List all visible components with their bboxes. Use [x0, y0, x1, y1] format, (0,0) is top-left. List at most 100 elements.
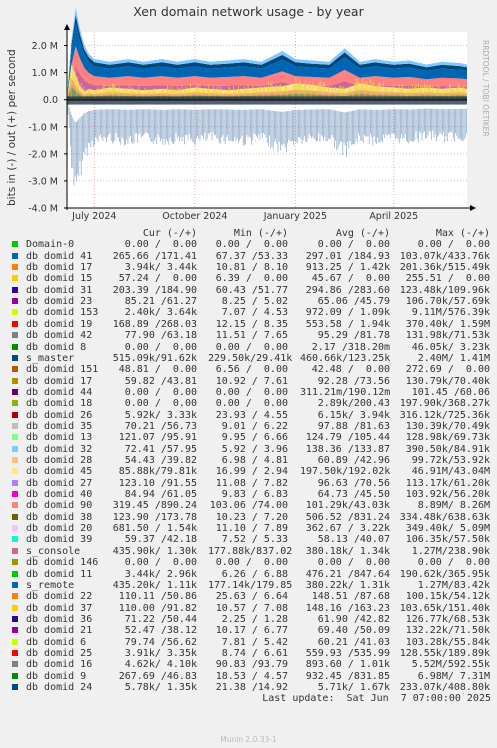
legend-swatch — [12, 309, 18, 316]
legend-row: db domid 17 3.94k/ 3.44k 10.81 / 8.10 913.2… — [8, 262, 494, 273]
legend-value-avg: 65.06 /45.79 — [317, 296, 390, 308]
legend-value-cur: 84.94 /61.05 — [124, 489, 197, 501]
y-tick-label: -4.0 M — [28, 204, 58, 215]
legend-value-min: 103.06 /74.00 — [209, 500, 288, 512]
legend-series-name: Domain-0 — [26, 239, 75, 251]
legend-value-min: 0.00 / 0.00 — [215, 341, 288, 353]
legend-series-name: db domid 151 — [26, 364, 99, 376]
legend-value-cur: 85.21 /61.27 — [124, 296, 197, 308]
legend-value-min: 25.63 / 6.64 — [215, 591, 288, 603]
legend-value-max: 1.27M/83.42k — [417, 579, 490, 591]
x-axis-arrow — [470, 205, 476, 211]
legend-swatch — [12, 377, 18, 384]
legend-row: db domid 9 267.69 /46.83 18.53 / 4.57 932.4… — [8, 671, 494, 682]
x-tick-label: April 2025 — [369, 211, 418, 222]
legend-value-avg: 95.29 /81.78 — [317, 330, 390, 342]
legend-value-cur: 267.69 /46.83 — [118, 670, 197, 682]
legend-value-max: 370.40k/ 1.59M — [405, 318, 490, 330]
in-noise — [67, 103, 467, 186]
legend-value-min: 0.00 / 0.00 — [215, 398, 288, 410]
legend-swatch — [12, 252, 18, 259]
legend-value-min: 6.56 / 0.00 — [215, 364, 288, 376]
legend-row: db domid 20 681.50 / 1.54k 11.10 / 7.89 362… — [8, 523, 494, 534]
legend-series-name: db domid 146 — [26, 557, 99, 569]
legend-row: db domid 35 70.21 /56.73 9.01 / 6.22 97.88 … — [8, 421, 494, 432]
legend-series-name: db domid 24 — [26, 682, 93, 693]
legend-swatch — [12, 400, 18, 407]
legend-value-min: 7.81 / 5.42 — [221, 636, 288, 648]
legend-value-max: 103.07k/433.76k — [399, 250, 490, 262]
legend-value-avg: 61.90 /42.82 — [317, 613, 390, 625]
legend-row: db domid 151 48.81 / 0.00 6.56 / 0.00 42.48… — [8, 364, 494, 375]
legend-swatch — [12, 343, 18, 350]
legend-row: db domid 28 54.43 /39.82 6.98 / 4.81 60.89 … — [8, 455, 494, 466]
legend-value-max: 1.27M/238.90k — [411, 545, 490, 557]
legend-value-max: 9.11M/576.39k — [411, 307, 490, 319]
legend-value-max: 0.00 / 0.00 — [417, 557, 490, 569]
legend-series-name: db domid 36 — [26, 613, 93, 625]
legend-value-avg: 2.89k/200.43 — [317, 398, 390, 410]
legend-swatch — [12, 388, 18, 395]
legend-value-avg: 45.67 / 0.00 — [311, 273, 390, 285]
legend-value-min: 90.83 /93.79 — [215, 659, 288, 671]
legend-swatch — [12, 547, 18, 554]
legend-value-max: 131.98k/71.53k — [405, 330, 490, 342]
legend-row: db domid 38 123.90 /173.78 10.23 / 7.20 506… — [8, 512, 494, 523]
legend-value-cur: 3.91k/ 3.35k — [124, 647, 197, 659]
legend-value-min: 6.98 / 4.81 — [221, 455, 288, 466]
y-tick-label: 1.0 M — [32, 68, 58, 79]
legend-swatch — [12, 581, 18, 588]
y-tick-label: 0.0 — [43, 95, 58, 106]
noise-band — [67, 65, 467, 186]
legend-series-name: db domid 42 — [26, 330, 93, 342]
legend-value-max: 106.70k/57.69k — [405, 296, 490, 308]
legend-series-name: db domid 6 — [26, 636, 87, 648]
y-tick-label: -1.0 M — [28, 122, 58, 133]
legend-value-max: 130.39k/70.49k — [405, 420, 490, 432]
legend-series-name: db domid 35 — [26, 420, 93, 432]
legend-value-max: 334.48k/638.63k — [399, 511, 490, 523]
legend-row: db domid 17 59.82 /43.81 10.92 / 7.61 92.28… — [8, 376, 494, 387]
legend-value-cur: 0.00 / 0.00 — [124, 557, 197, 569]
legend-value-avg: 58.13 /40.07 — [317, 534, 390, 546]
legend-value-max: 103.28k/55.84k — [405, 636, 490, 648]
legend-swatch — [12, 502, 18, 509]
legend-swatch — [12, 604, 18, 611]
legend-value-cur: 110.00 /91.82 — [118, 602, 197, 614]
legend-value-max: 99.72k/53.92k — [411, 455, 490, 466]
legend-swatch — [12, 525, 18, 532]
legend-series-name: db domid 13 — [26, 432, 93, 444]
legend-value-max: 103.65k/151.40k — [399, 602, 490, 614]
legend-value-avg: 60.89 /42.96 — [317, 455, 390, 466]
legend-value-avg: 197.50k/192.02k — [300, 466, 391, 478]
legend-value-min: 10.92 / 7.61 — [215, 375, 288, 387]
legend-value-max: 103.92k/56.20k — [405, 489, 490, 501]
legend-swatch — [12, 479, 18, 486]
legend-value-max: 233.07k/408.80k — [399, 682, 490, 693]
legend-value-min: 8.74 / 6.61 — [221, 647, 288, 659]
legend-series-name: db domid 45 — [26, 466, 93, 478]
legend-series-name: db domid 15 — [26, 273, 93, 285]
legend-series-name: s_console — [26, 545, 81, 557]
legend-row: db domid 45 85.88k/79.81k 16.99 / 2.94 197.… — [8, 466, 494, 477]
legend-value-cur: 4.62k/ 4.10k — [124, 659, 197, 671]
y-tick-label: 2.0 M — [32, 41, 58, 52]
last-update: Last update: Sat Jun 7 07:00:00 2025 — [262, 693, 491, 705]
legend-value-avg: 380.22k/ 1.31k — [305, 579, 390, 591]
legend-row: db domid 25 3.91k/ 3.35k 8.74 / 6.61 559.93… — [8, 648, 494, 659]
legend-value-max: 128.55k/189.89k — [399, 647, 490, 659]
legend-swatch — [12, 593, 18, 600]
legend-row: s_master 515.09k/91.62k 229.50k/29.41k 460.… — [8, 353, 494, 364]
legend-swatch — [12, 491, 18, 498]
legend-value-max: 349.40k/ 5.09M — [405, 523, 490, 535]
legend-value-min: 9.95 / 6.66 — [221, 432, 288, 444]
legend-swatch — [12, 615, 18, 622]
legend-row: db domid 42 77.90 /63.18 11.51 / 7.65 95.29… — [8, 330, 494, 341]
legend-row: db domid 153 2.40k/ 3.64k 7.07 / 4.53 972.0… — [8, 307, 494, 318]
legend-value-cur: 48.81 / 0.00 — [118, 364, 197, 376]
legend-header-avg: Avg (-/+) — [335, 228, 390, 239]
x-tick-label: January 2025 — [263, 211, 327, 222]
legend-value-min: 6.26 / 6.88 — [221, 568, 288, 580]
legend-series-name: db domid 37 — [26, 602, 93, 614]
legend-row: db domid 36 71.22 /50.44 2.25 / 1.28 61.90 … — [8, 614, 494, 625]
